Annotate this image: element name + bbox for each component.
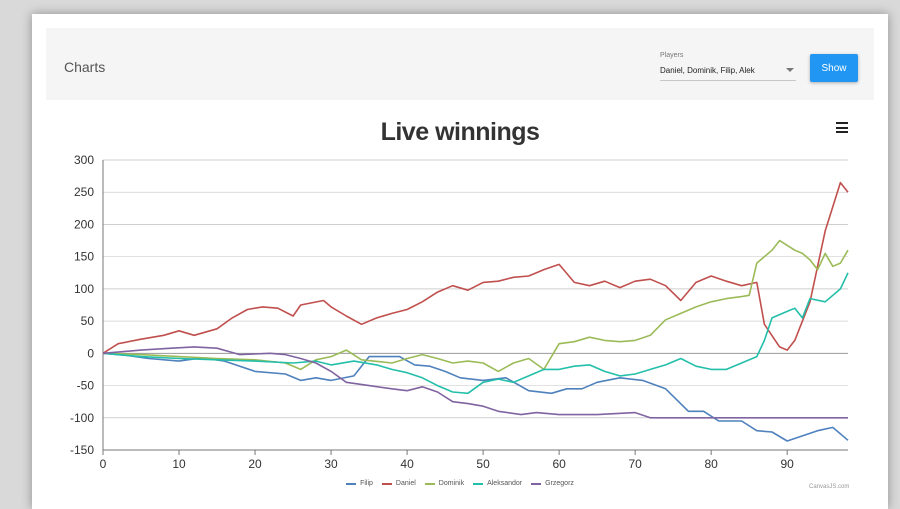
legend-label: Aleksandor [487, 480, 523, 487]
x-tick-label: 50 [476, 457, 490, 471]
legend-item-daniel[interactable]: Daniel [381, 480, 416, 487]
legend-item-filip[interactable]: Filip [346, 480, 373, 487]
y-tick-label: 50 [81, 314, 95, 328]
y-tick-label: 250 [74, 185, 94, 199]
chevron-down-icon[interactable] [786, 68, 794, 72]
y-tick-label: 300 [74, 153, 94, 167]
legend-swatch [424, 482, 435, 485]
legend-label: Daniel [395, 480, 416, 487]
legend-item-aleksandor[interactable]: Aleksandor [473, 480, 522, 487]
y-tick-label: -100 [70, 411, 94, 425]
chart-card: Charts Players Daniel, Dominik, Filip, A… [32, 14, 888, 509]
legend-swatch [346, 482, 357, 485]
chart-credit: CanvasJS.com [809, 484, 850, 490]
series-line-daniel [102, 181, 849, 354]
x-tick-label: 0 [100, 457, 107, 471]
hamburger-menu-icon[interactable] [836, 122, 848, 133]
legend-swatch [381, 482, 392, 485]
legend-item-grzegorz[interactable]: Grzegorz [531, 480, 574, 487]
series-line-grzegorz [102, 346, 848, 419]
x-tick-label: 40 [400, 457, 414, 471]
y-tick-label: -50 [77, 379, 95, 393]
legend-swatch [531, 482, 542, 485]
line-chart: 300 250 200 150 100 50 0 -50 -100 -150 0 10 20 30 40 50… [70, 153, 849, 471]
chart-legend: Filip Daniel Dominik Aleksandor Grzegorz [46, 480, 874, 487]
x-tick-label: 30 [324, 457, 338, 471]
series-line-filip [102, 352, 849, 442]
card-header: Charts Players Daniel, Dominik, Filip, A… [46, 28, 874, 100]
x-tick-label: 70 [628, 457, 642, 471]
page-title: Charts [64, 59, 106, 75]
legend-label: Dominik [438, 480, 465, 487]
y-tick-label: 200 [74, 217, 94, 231]
x-tick-label: 60 [552, 457, 566, 471]
x-tick-label: 10 [172, 457, 186, 471]
legend-item-dominik[interactable]: Dominik [424, 480, 465, 487]
x-tick-label: 20 [248, 457, 262, 471]
chart-area: 300 250 200 150 100 50 0 -50 -100 -150 0 10 20 30 40 50… [46, 100, 874, 500]
legend-label: Grzegorz [545, 480, 574, 487]
y-tick-label: -150 [70, 443, 94, 457]
players-select-underline [660, 80, 796, 81]
players-select[interactable]: Daniel, Dominik, Filip, Alek [660, 66, 755, 75]
x-tick-label: 80 [704, 457, 718, 471]
legend-label: Filip [360, 480, 373, 487]
series-line-aleksandor [102, 272, 849, 395]
show-button[interactable]: Show [810, 54, 858, 82]
y-tick-label: 0 [87, 346, 94, 360]
y-tick-label: 100 [74, 282, 94, 296]
x-tick-label: 90 [781, 457, 795, 471]
y-tick-label: 150 [74, 250, 94, 264]
chart-title: Live winnings [380, 118, 540, 146]
series-line-dominik [102, 239, 849, 373]
legend-swatch [473, 482, 484, 485]
players-select-label: Players [660, 52, 684, 59]
